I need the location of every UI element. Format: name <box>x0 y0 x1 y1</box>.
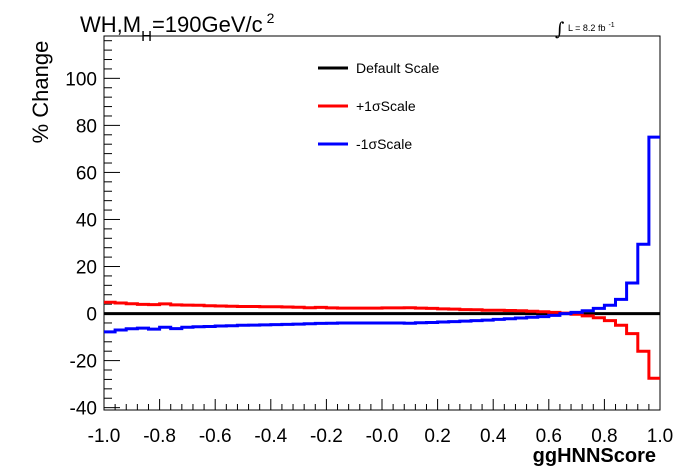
y-tick-label: 80 <box>76 116 97 137</box>
lumi-text: L = 8.2 fb <box>568 23 605 33</box>
title-after: =190GeV/c <box>152 12 263 37</box>
title-main: WH,M <box>80 12 141 37</box>
x-tick-label: 0.4 <box>480 426 507 447</box>
lumi-label: L = 8.2 fb -1 <box>568 22 615 33</box>
series-line-2 <box>104 135 660 334</box>
x-axis: -1.0 -0.8 -0.6 -0.4 -0.2 -0.0 0.2 0.4 0.6 0.8 1.0 <box>88 399 673 447</box>
x-tick-label: -0.6 <box>199 426 232 447</box>
title-superscript: 2 <box>267 10 275 26</box>
y-axis: -40 -20 0 20 40 60 80 100 <box>65 40 120 420</box>
x-tick-label: -0.0 <box>366 426 399 447</box>
lumi-integral-symbol: ∫ <box>555 19 565 40</box>
x-axis-title: ggHNNScore <box>533 445 656 467</box>
legend-label: +1σScale <box>356 98 416 114</box>
title-subscript: H <box>141 28 152 45</box>
x-tick-label: -1.0 <box>88 426 121 447</box>
plot-frame <box>103 35 661 411</box>
y-tick-label: 0 <box>86 305 97 326</box>
legend-label: -1σScale <box>356 136 412 152</box>
lumi-superscript: -1 <box>608 22 614 29</box>
legend-label: Default Scale <box>356 60 439 76</box>
x-tick-label: 0.8 <box>591 426 617 447</box>
y-tick-label: 100 <box>65 69 97 90</box>
legend: Default Scale +1σScale -1σScale <box>318 60 439 152</box>
x-tick-label: 0.2 <box>424 426 450 447</box>
y-tick-label: 60 <box>76 163 97 184</box>
y-tick-label: -40 <box>70 399 97 420</box>
y-tick-label: 20 <box>76 258 97 279</box>
x-tick-label: -0.8 <box>143 426 176 447</box>
x-tick-label: -0.2 <box>310 426 343 447</box>
y-axis-title: % Change <box>28 41 53 144</box>
y-tick-label: 40 <box>76 210 97 231</box>
x-tick-label: -0.4 <box>254 426 287 447</box>
x-tick-label: 0.6 <box>536 426 562 447</box>
y-tick-label: -20 <box>70 352 97 373</box>
x-tick-label: 1.0 <box>647 426 673 447</box>
chart-title: WH,MH=190GeV/c 2 <box>80 10 275 45</box>
series-lines <box>104 135 660 380</box>
